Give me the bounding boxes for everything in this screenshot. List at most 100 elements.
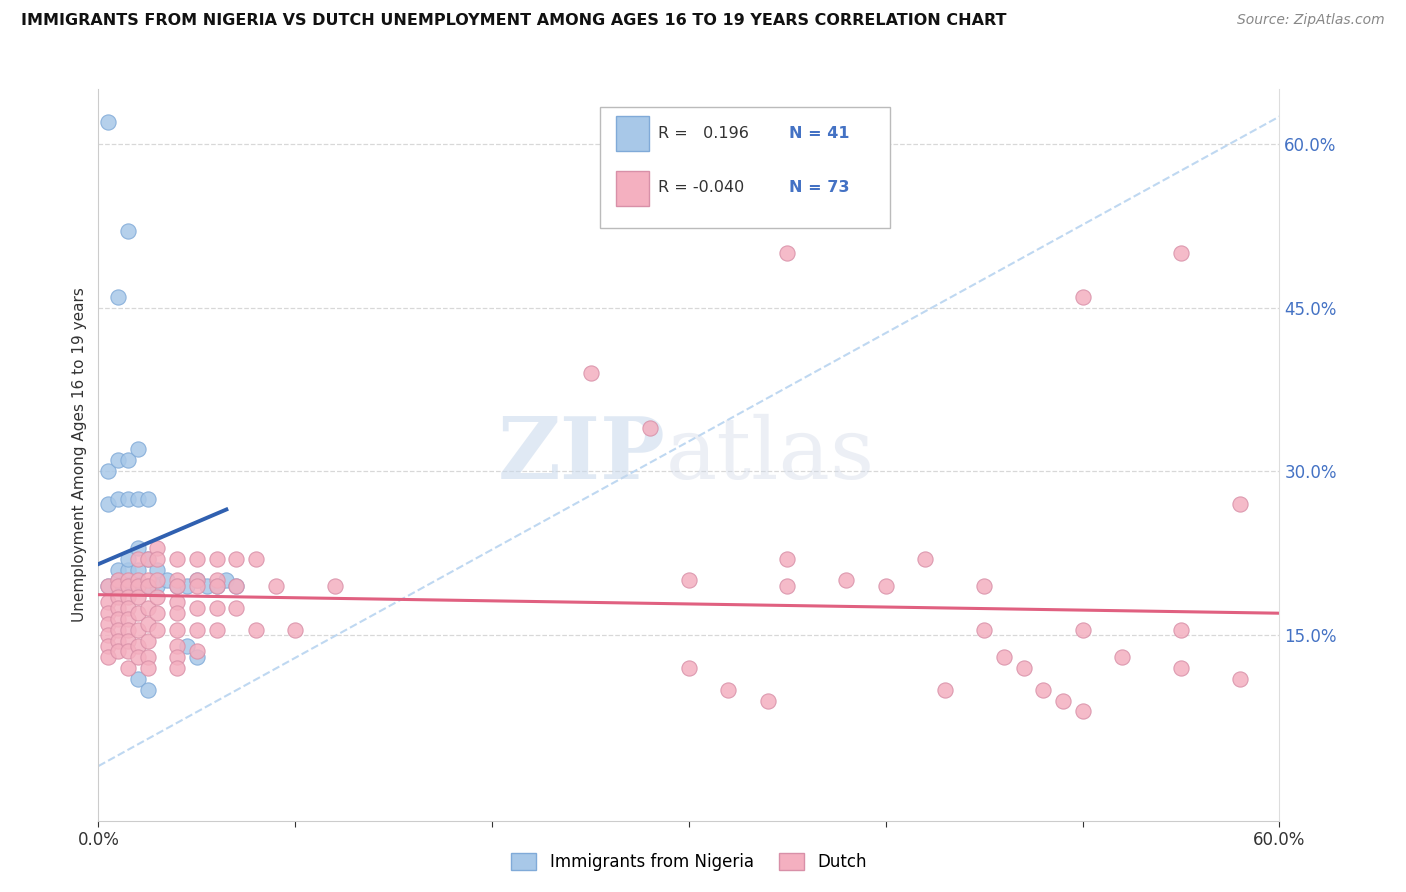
Point [127, 579, 149, 593]
Point [136, 600, 159, 615]
Point [205, 579, 228, 593]
Point [934, 682, 956, 697]
Point [107, 574, 129, 588]
Point [117, 623, 139, 637]
Y-axis label: Unemployment Among Ages 16 to 19 years: Unemployment Among Ages 16 to 19 years [72, 287, 87, 623]
Point [136, 617, 159, 632]
Point [176, 579, 198, 593]
Point [107, 633, 129, 648]
Text: R = -0.040: R = -0.040 [658, 180, 745, 195]
Point [166, 649, 188, 664]
Point [127, 574, 149, 588]
Point [166, 606, 188, 620]
Point [225, 579, 247, 593]
Text: ZIP: ZIP [498, 413, 665, 497]
Point [107, 590, 129, 604]
Bar [616, 116, 648, 152]
Point [1032, 682, 1054, 697]
Point [835, 574, 858, 588]
Point [166, 574, 188, 588]
Point [1071, 623, 1094, 637]
Point [264, 579, 287, 593]
Point [97, 579, 120, 593]
Point [117, 579, 139, 593]
Point [136, 579, 159, 593]
Point [776, 579, 799, 593]
Point [127, 623, 149, 637]
Point [107, 574, 129, 588]
Point [107, 612, 129, 626]
Point [107, 563, 129, 577]
Point [136, 649, 159, 664]
Point [117, 644, 139, 658]
Point [107, 290, 129, 304]
Point [284, 623, 307, 637]
Point [579, 366, 602, 380]
Point [205, 551, 228, 566]
Bar [616, 171, 648, 206]
Point [166, 661, 188, 675]
Point [127, 672, 149, 686]
Point [117, 551, 139, 566]
Point [205, 574, 228, 588]
Point [117, 491, 139, 506]
Point [136, 661, 159, 675]
Point [323, 579, 346, 593]
Point [127, 606, 149, 620]
Point [136, 574, 159, 588]
Point [186, 551, 208, 566]
Point [117, 600, 139, 615]
Point [107, 600, 129, 615]
FancyBboxPatch shape [600, 108, 890, 228]
Point [186, 623, 208, 637]
Point [186, 649, 208, 664]
Point [146, 551, 169, 566]
Point [176, 639, 198, 653]
Text: atlas: atlas [665, 413, 875, 497]
Point [1170, 246, 1192, 260]
Point [973, 623, 995, 637]
Point [146, 574, 169, 588]
Point [136, 633, 159, 648]
Point [117, 633, 139, 648]
Point [127, 639, 149, 653]
Point [127, 579, 149, 593]
Text: R =   0.196: R = 0.196 [658, 126, 749, 141]
Point [1170, 623, 1192, 637]
Point [245, 551, 267, 566]
Point [146, 579, 169, 593]
Point [225, 579, 247, 593]
Legend: Immigrants from Nigeria, Dutch: Immigrants from Nigeria, Dutch [505, 847, 873, 878]
Point [1229, 672, 1251, 686]
Point [146, 590, 169, 604]
Point [205, 623, 228, 637]
Point [875, 579, 897, 593]
Point [107, 491, 129, 506]
Point [127, 491, 149, 506]
Point [166, 595, 188, 609]
Point [146, 541, 169, 555]
Point [97, 639, 120, 653]
Point [717, 682, 740, 697]
Text: N = 41: N = 41 [789, 126, 849, 141]
Point [186, 574, 208, 588]
Point [166, 551, 188, 566]
Point [117, 612, 139, 626]
Text: Source: ZipAtlas.com: Source: ZipAtlas.com [1237, 13, 1385, 28]
Point [97, 595, 120, 609]
Point [186, 644, 208, 658]
Point [127, 541, 149, 555]
Point [146, 606, 169, 620]
Point [136, 491, 159, 506]
Point [186, 600, 208, 615]
Point [107, 644, 129, 658]
Point [166, 579, 188, 593]
Point [117, 590, 139, 604]
Point [225, 551, 247, 566]
Point [97, 115, 120, 129]
Point [166, 579, 188, 593]
Point [107, 579, 129, 593]
Point [1012, 661, 1035, 675]
Point [117, 453, 139, 467]
Point [107, 579, 129, 593]
